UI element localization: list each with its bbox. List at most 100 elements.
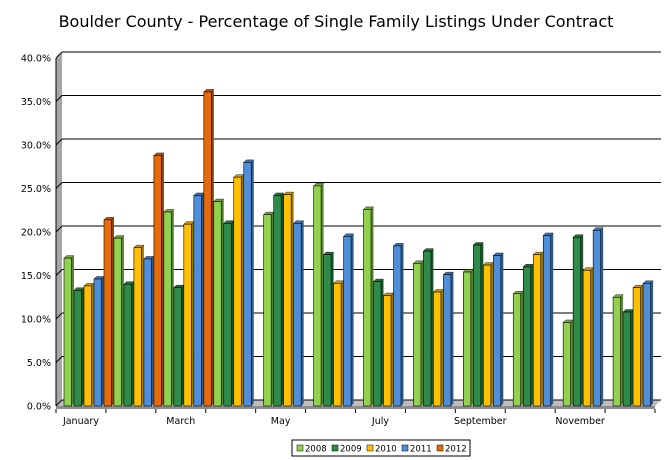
bar: [472, 242, 484, 407]
bar: [193, 192, 205, 407]
bar-front: [542, 235, 552, 407]
bar-front: [233, 176, 242, 407]
bar-side: [131, 281, 134, 406]
bar-front: [592, 229, 601, 407]
y-tick-label: 25.0%: [21, 184, 51, 195]
bar-side: [281, 192, 284, 406]
bar-front: [263, 214, 272, 407]
x-tick-label: November: [555, 416, 605, 427]
bar-side: [111, 217, 114, 406]
legend: 2008 2009 2010 2011 2012: [291, 439, 471, 457]
bar: [123, 281, 135, 407]
bar-front: [193, 195, 202, 407]
bar: [83, 283, 95, 407]
bar: [512, 291, 524, 407]
bar-front: [522, 266, 532, 407]
bar-front: [572, 236, 581, 407]
bar: [223, 220, 235, 407]
legend-label: 2009: [340, 445, 362, 455]
gridline-diagonal: [55, 182, 63, 189]
bar-side: [371, 206, 374, 406]
bar-side: [520, 291, 524, 406]
bar-front: [133, 247, 142, 407]
bar-front: [642, 283, 651, 407]
legend-box: [291, 439, 471, 457]
bar-side: [381, 279, 384, 406]
legend-swatch: [296, 444, 304, 452]
bar: [273, 192, 285, 407]
gridline-diagonal: [55, 356, 63, 363]
legend-swatch: [436, 444, 444, 452]
bar-front: [433, 291, 442, 407]
bar-front: [213, 201, 222, 407]
bar-front: [313, 185, 322, 407]
bar-side: [351, 233, 354, 406]
y-tick-label: 35.0%: [21, 97, 51, 108]
bar-front: [343, 236, 352, 407]
bar-side: [231, 220, 234, 406]
plot-floor: [56, 406, 655, 409]
bar-front: [173, 287, 182, 407]
legend-label: 2011: [410, 445, 432, 455]
bar: [383, 292, 394, 407]
bar-side: [221, 199, 224, 406]
bar-side: [470, 269, 474, 406]
bar: [612, 294, 624, 407]
gridline-diagonal: [55, 51, 63, 59]
bar-side: [620, 294, 624, 406]
bar-front: [93, 278, 102, 407]
bar: [462, 269, 474, 407]
bar: [562, 319, 574, 407]
bar: [373, 278, 384, 407]
bar: [572, 234, 584, 407]
bar-side: [71, 255, 74, 406]
bar-side: [500, 252, 504, 406]
bar-side: [650, 280, 654, 406]
bar-front: [612, 296, 621, 407]
bar: [143, 256, 155, 407]
bar: [73, 287, 85, 407]
bar: [333, 280, 345, 407]
y-tick-label: 5.0%: [27, 358, 51, 369]
bar: [183, 221, 195, 407]
bar-front: [273, 195, 282, 407]
bar-side: [331, 252, 334, 406]
bar: [522, 264, 534, 407]
bar: [313, 183, 325, 407]
bar-front: [423, 250, 432, 407]
bar: [393, 243, 404, 407]
bar-side: [630, 309, 634, 406]
y-tick-label: 0.0%: [27, 402, 51, 413]
bar: [582, 267, 594, 407]
bar-side: [540, 252, 544, 406]
bar-front: [143, 258, 152, 407]
bar-side: [201, 192, 204, 406]
bar: [492, 252, 504, 407]
bar: [93, 276, 105, 407]
bar-side: [640, 285, 644, 406]
bars: [63, 89, 654, 407]
legend-label: 2012: [445, 445, 467, 455]
bar-front: [383, 295, 392, 407]
bar-side: [211, 89, 214, 407]
bar: [163, 209, 175, 407]
bar-front: [163, 211, 172, 407]
bar: [482, 262, 494, 407]
bar: [113, 235, 125, 407]
chart-title: Boulder County - Percentage of Single Fa…: [58, 12, 614, 31]
x-tick-label: May: [271, 416, 291, 427]
bar-front: [373, 281, 382, 407]
bar-side: [401, 243, 404, 406]
bar-front: [622, 311, 631, 407]
bar-front: [153, 155, 162, 407]
bar-front: [532, 254, 542, 407]
gridline-diagonal: [55, 399, 63, 407]
bar-side: [490, 262, 494, 406]
bar-side: [440, 289, 444, 406]
bar: [283, 191, 295, 407]
bar: [243, 159, 255, 407]
bar: [642, 280, 654, 407]
y-tick-label: 30.0%: [21, 141, 51, 152]
bar: [592, 227, 604, 407]
x-tick-label: March: [166, 416, 195, 427]
